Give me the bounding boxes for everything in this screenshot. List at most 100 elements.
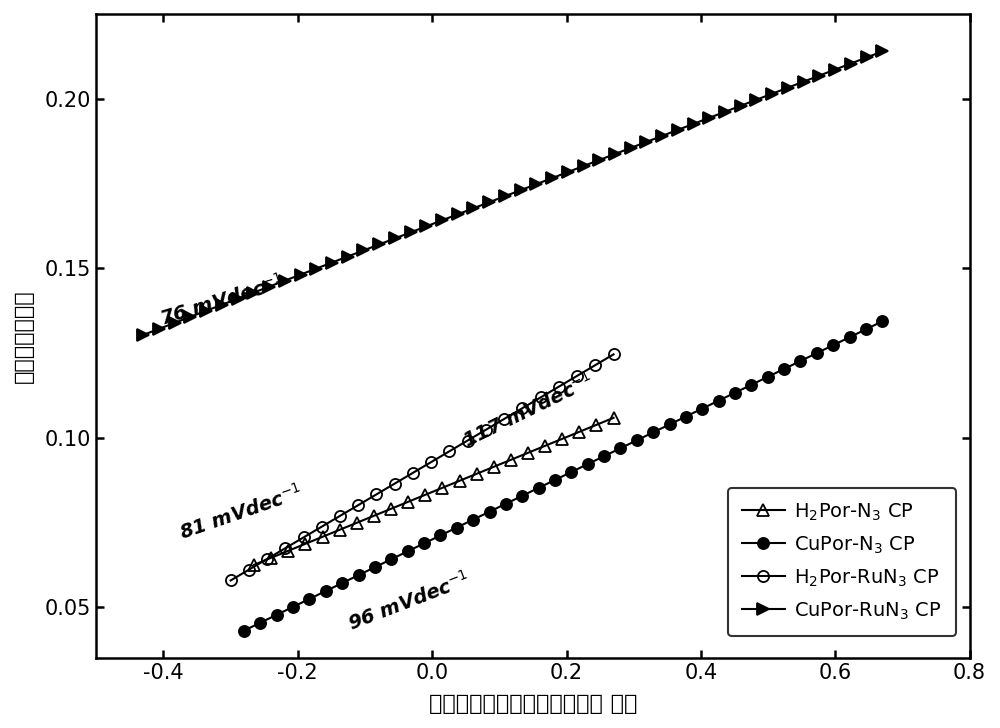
H$_2$Por-N$_3$ CP: [539, 441, 551, 450]
H$_2$Por-RuN$_3$ CP: [261, 555, 273, 563]
CuPor-RuN$_3$ CP: [279, 277, 291, 285]
CuPor-N$_3$ CP: [434, 531, 446, 540]
CuPor-RuN$_3$ CP: [483, 198, 495, 207]
H$_2$Por-N$_3$ CP: [471, 470, 483, 478]
H$_2$Por-RuN$_3$ CP: [516, 404, 528, 413]
CuPor-RuN$_3$ CP: [546, 174, 558, 183]
CuPor-N$_3$ CP: [336, 579, 348, 587]
H$_2$Por-N$_3$ CP: [419, 491, 431, 499]
CuPor-RuN$_3$ CP: [578, 162, 590, 170]
CuPor-N$_3$ CP: [827, 341, 839, 349]
CuPor-RuN$_3$ CP: [813, 71, 825, 80]
Text: 117 mVdec$^{-1}$: 117 mVdec$^{-1}$: [459, 370, 597, 452]
CuPor-N$_3$ CP: [811, 349, 823, 357]
CuPor-N$_3$ CP: [664, 420, 676, 429]
H$_2$Por-RuN$_3$ CP: [571, 371, 583, 380]
CuPor-RuN$_3$ CP: [184, 312, 196, 321]
CuPor-RuN$_3$ CP: [436, 216, 448, 225]
CuPor-RuN$_3$ CP: [389, 234, 401, 243]
Text: 81 mVdec$^{-1}$: 81 mVdec$^{-1}$: [177, 480, 306, 544]
H$_2$Por-N$_3$ CP: [454, 476, 466, 485]
H$_2$Por-RuN$_3$ CP: [553, 382, 565, 391]
H$_2$Por-N$_3$ CP: [334, 526, 346, 534]
H$_2$Por-N$_3$ CP: [436, 483, 448, 492]
H$_2$Por-N$_3$ CP: [248, 561, 260, 569]
H$_2$Por-RuN$_3$ CP: [425, 458, 437, 467]
Line: CuPor-RuN$_3$ CP: CuPor-RuN$_3$ CP: [138, 46, 888, 341]
CuPor-RuN$_3$ CP: [200, 306, 212, 315]
CuPor-RuN$_3$ CP: [420, 222, 432, 231]
CuPor-RuN$_3$ CP: [515, 186, 527, 194]
H$_2$Por-RuN$_3$ CP: [462, 436, 474, 445]
H$_2$Por-RuN$_3$ CP: [608, 350, 620, 359]
CuPor-N$_3$ CP: [745, 381, 757, 389]
CuPor-N$_3$ CP: [614, 444, 626, 453]
CuPor-N$_3$ CP: [303, 595, 315, 604]
CuPor-RuN$_3$ CP: [405, 228, 417, 237]
CuPor-N$_3$ CP: [631, 436, 643, 445]
CuPor-N$_3$ CP: [238, 626, 250, 635]
H$_2$Por-RuN$_3$ CP: [370, 490, 382, 499]
H$_2$Por-RuN$_3$ CP: [407, 468, 419, 477]
H$_2$Por-N$_3$ CP: [522, 448, 534, 457]
CuPor-RuN$_3$ CP: [562, 167, 574, 176]
CuPor-RuN$_3$ CP: [798, 77, 810, 86]
CuPor-N$_3$ CP: [549, 475, 561, 484]
CuPor-N$_3$ CP: [533, 483, 545, 492]
H$_2$Por-N$_3$ CP: [556, 435, 568, 443]
H$_2$Por-RuN$_3$ CP: [243, 566, 255, 574]
CuPor-N$_3$ CP: [467, 515, 479, 524]
CuPor-RuN$_3$ CP: [530, 180, 542, 189]
CuPor-N$_3$ CP: [860, 325, 872, 333]
CuPor-N$_3$ CP: [451, 523, 463, 532]
CuPor-N$_3$ CP: [484, 507, 496, 516]
CuPor-RuN$_3$ CP: [719, 108, 731, 116]
CuPor-RuN$_3$ CP: [342, 252, 354, 261]
H$_2$Por-RuN$_3$ CP: [389, 479, 401, 488]
CuPor-N$_3$ CP: [353, 571, 365, 579]
H$_2$Por-N$_3$ CP: [351, 518, 363, 527]
CuPor-N$_3$ CP: [729, 388, 741, 397]
CuPor-N$_3$ CP: [418, 539, 430, 547]
Y-axis label: 过电位（伏特）: 过电位（伏特）: [14, 289, 34, 383]
CuPor-RuN$_3$ CP: [295, 270, 307, 279]
H$_2$Por-RuN$_3$ CP: [298, 533, 310, 542]
CuPor-N$_3$ CP: [794, 357, 806, 365]
CuPor-RuN$_3$ CP: [452, 210, 464, 218]
H$_2$Por-N$_3$ CP: [317, 532, 329, 541]
CuPor-RuN$_3$ CP: [845, 59, 857, 68]
CuPor-RuN$_3$ CP: [153, 325, 165, 333]
Legend: H$_2$Por-N$_3$ CP, CuPor-N$_3$ CP, H$_2$Por-RuN$_3$ CP, CuPor-RuN$_3$ CP: H$_2$Por-N$_3$ CP, CuPor-N$_3$ CP, H$_2$…: [728, 488, 956, 636]
CuPor-RuN$_3$ CP: [625, 143, 637, 152]
CuPor-RuN$_3$ CP: [373, 240, 385, 249]
CuPor-RuN$_3$ CP: [467, 204, 479, 213]
Line: H$_2$Por-RuN$_3$ CP: H$_2$Por-RuN$_3$ CP: [225, 349, 619, 586]
CuPor-N$_3$ CP: [696, 404, 708, 413]
CuPor-N$_3$ CP: [516, 491, 528, 500]
H$_2$Por-N$_3$ CP: [608, 414, 620, 422]
CuPor-RuN$_3$ CP: [499, 192, 511, 201]
CuPor-N$_3$ CP: [369, 563, 381, 571]
CuPor-N$_3$ CP: [254, 618, 266, 627]
H$_2$Por-RuN$_3$ CP: [316, 522, 328, 531]
CuPor-RuN$_3$ CP: [688, 119, 700, 128]
CuPor-N$_3$ CP: [844, 333, 856, 341]
CuPor-N$_3$ CP: [713, 396, 725, 405]
H$_2$Por-RuN$_3$ CP: [334, 512, 346, 521]
CuPor-N$_3$ CP: [287, 603, 299, 612]
H$_2$Por-N$_3$ CP: [299, 539, 311, 548]
CuPor-RuN$_3$ CP: [247, 288, 259, 297]
CuPor-RuN$_3$ CP: [137, 331, 149, 339]
CuPor-N$_3$ CP: [320, 587, 332, 596]
CuPor-RuN$_3$ CP: [861, 53, 873, 62]
CuPor-N$_3$ CP: [680, 412, 692, 421]
CuPor-RuN$_3$ CP: [232, 294, 244, 303]
CuPor-N$_3$ CP: [647, 428, 659, 437]
CuPor-RuN$_3$ CP: [672, 125, 684, 134]
CuPor-N$_3$ CP: [876, 317, 888, 325]
Line: H$_2$Por-N$_3$ CP: H$_2$Por-N$_3$ CP: [249, 412, 619, 570]
H$_2$Por-N$_3$ CP: [385, 505, 397, 513]
H$_2$Por-N$_3$ CP: [488, 462, 500, 471]
CuPor-RuN$_3$ CP: [593, 156, 605, 165]
CuPor-N$_3$ CP: [500, 499, 512, 508]
